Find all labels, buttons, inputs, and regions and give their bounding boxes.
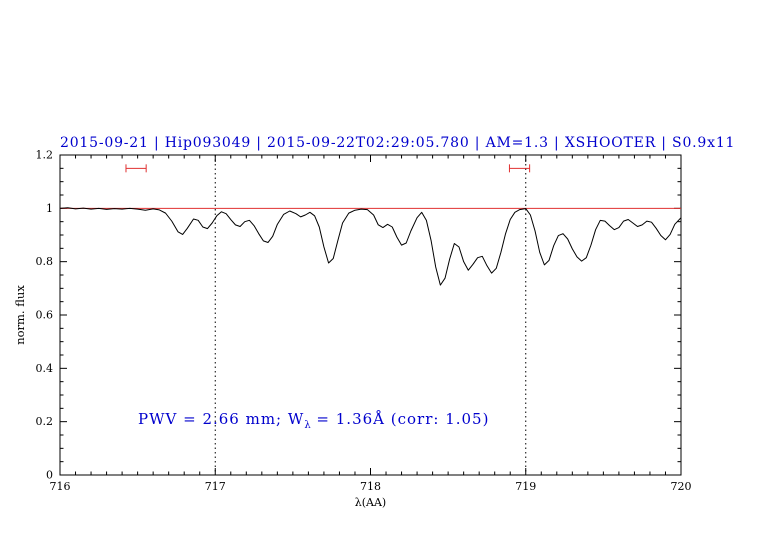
axis-ticks	[59, 154, 682, 476]
pwv-annotation-prefix: PWV = 2.66 mm; W	[138, 410, 305, 428]
svg-text:718: 718	[360, 480, 381, 493]
chart-title: 2015-09-21 | Hip093049 | 2015-09-22T02:2…	[60, 135, 736, 151]
svg-text:719: 719	[515, 480, 536, 493]
tick-labels: 716 717 718 719 720 0 0.2 0.4 0.6 0.8 1 1.2	[36, 149, 692, 494]
svg-text:0.2: 0.2	[36, 415, 54, 428]
svg-text:0.6: 0.6	[36, 309, 54, 322]
svg-text:1: 1	[46, 202, 53, 215]
continuum-region-marker	[125, 164, 147, 173]
y-axis-label: norm. flux	[13, 285, 27, 345]
pwv-annotation-suffix: = 1.36Å (corr: 1.05)	[310, 410, 490, 428]
pwv-annotation-subscript: λ	[304, 420, 311, 431]
continuum-region-marker	[508, 164, 531, 173]
svg-text:0.4: 0.4	[36, 362, 54, 375]
svg-text:1.2: 1.2	[36, 149, 54, 162]
svg-text:717: 717	[205, 480, 226, 493]
svg-text:720: 720	[671, 480, 692, 493]
svg-text:0: 0	[46, 469, 53, 482]
spectrum-line	[59, 207, 682, 286]
x-axis-label: λ(AA)	[355, 496, 386, 509]
pwv-annotation: PWV = 2.66 mm; Wλ = 1.36Å (corr: 1.05)	[138, 410, 489, 431]
svg-text:716: 716	[50, 480, 71, 493]
svg-text:0.8: 0.8	[36, 255, 54, 268]
